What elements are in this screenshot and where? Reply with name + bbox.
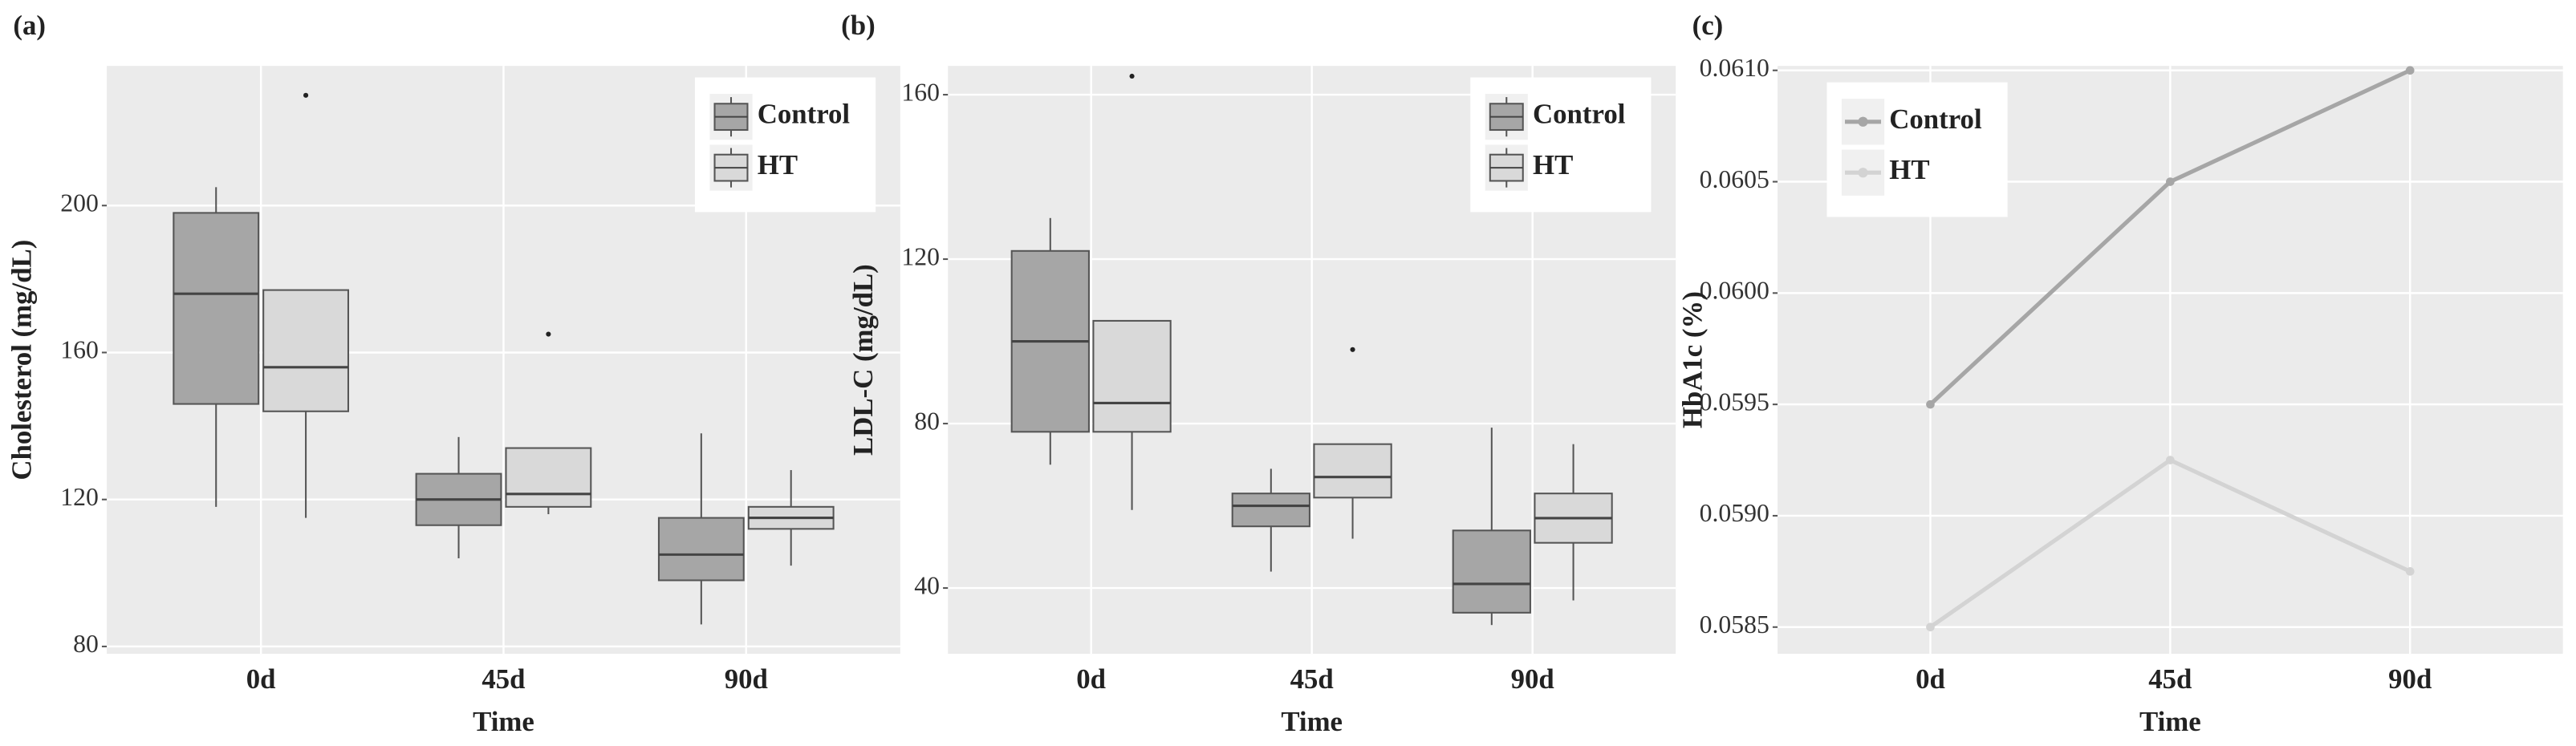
outlier [1350, 347, 1355, 352]
legend-label: HT [1889, 154, 1929, 185]
y-tick-label: 160 [901, 78, 940, 106]
panel-label: (c) [1692, 10, 1724, 41]
y-tick-label: 80 [914, 407, 940, 435]
y-tick-label: 0.0605 [1700, 165, 1769, 193]
box [1452, 529, 1531, 614]
x-tick-label: 0d [246, 663, 276, 695]
x-axis-title: Time [2139, 706, 2201, 737]
box [505, 447, 592, 508]
legend-dot [1858, 116, 1868, 127]
y-tick-label: 0.0610 [1700, 54, 1769, 82]
box [1231, 493, 1310, 528]
y-tick-label: 120 [60, 483, 99, 511]
x-tick-label: 90d [725, 663, 768, 695]
legend-label: Control [1889, 103, 1982, 135]
x-tick-label: 45d [1290, 663, 1334, 695]
panel-label: (a) [13, 10, 46, 41]
y-tick-label: 0.0585 [1700, 610, 1769, 639]
legend-label: HT [758, 149, 798, 180]
outlier [303, 92, 309, 98]
legend-dot [1858, 168, 1868, 178]
box [262, 289, 350, 412]
legend-label: Control [758, 99, 851, 130]
panel-label: (b) [841, 10, 876, 41]
y-tick-label: 160 [60, 336, 99, 364]
y-tick-label: 0.0590 [1700, 499, 1769, 527]
point [2405, 567, 2415, 576]
x-tick-label: 45d [481, 663, 525, 695]
y-axis-title: HbA1c (%) [1677, 291, 1709, 428]
y-tick-label: 40 [914, 571, 940, 599]
point [2166, 456, 2175, 464]
legend-label: HT [1533, 149, 1573, 180]
point [1926, 622, 1935, 632]
box [173, 212, 260, 405]
x-tick-label: 0d [1916, 663, 1945, 695]
y-tick-label: 200 [60, 189, 99, 217]
box [1313, 443, 1392, 499]
box [1092, 319, 1172, 433]
y-tick-label: 80 [73, 630, 99, 658]
point [2166, 177, 2175, 186]
outlier [1129, 73, 1135, 79]
y-tick-label: 0.0595 [1700, 387, 1769, 416]
x-tick-label: 0d [1076, 663, 1106, 695]
point [1926, 399, 1935, 409]
y-tick-label: 0.0600 [1700, 277, 1769, 305]
x-tick-label: 45d [2148, 663, 2192, 695]
y-tick-label: 120 [901, 242, 940, 270]
y-axis-title: LDL-C (mg/dL) [847, 264, 879, 456]
legend-label: Control [1533, 99, 1626, 130]
point [2405, 66, 2415, 75]
x-tick-label: 90d [2388, 663, 2432, 695]
x-tick-label: 90d [1511, 663, 1554, 695]
outlier [546, 331, 551, 337]
y-axis-title: Cholesterol (mg/dL) [6, 240, 38, 480]
x-axis-title: Time [473, 706, 534, 737]
box [657, 517, 745, 582]
x-axis-title: Time [1281, 706, 1343, 737]
